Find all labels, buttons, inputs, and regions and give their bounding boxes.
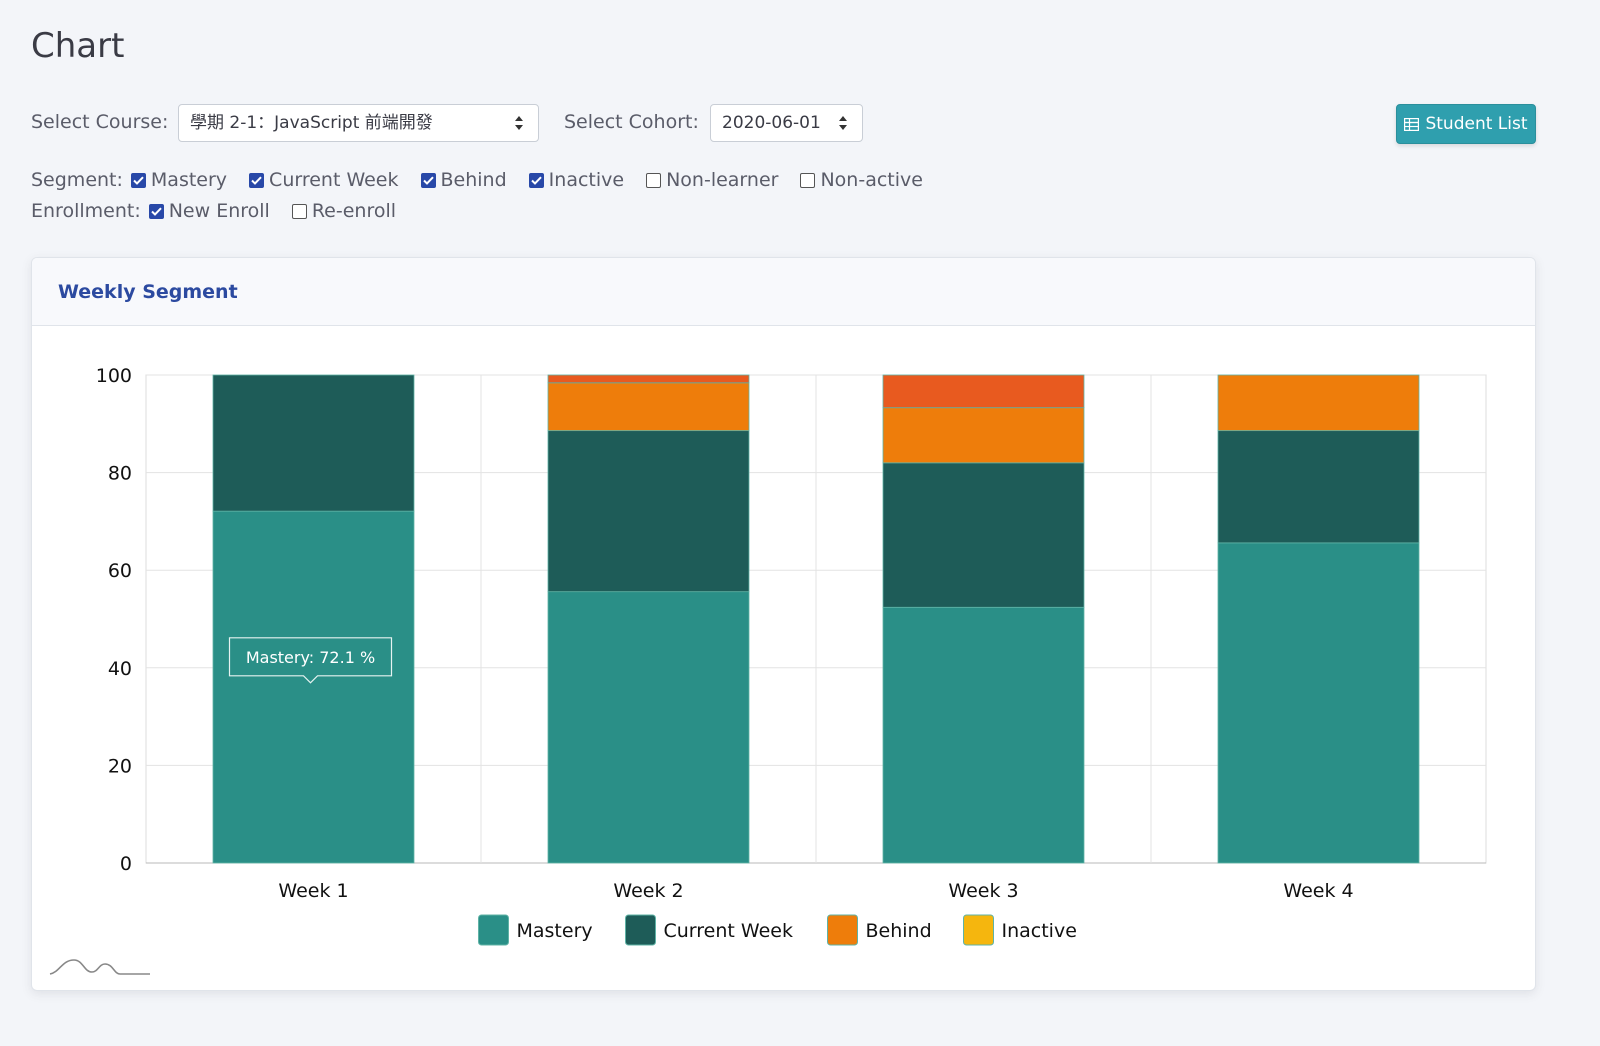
segment-option-label: Non-learner [666,169,779,191]
x-tick-label: Week 3 [948,880,1018,902]
table-icon [1404,117,1420,131]
checkbox-unchecked-icon[interactable] [800,172,816,188]
bar-mastery-segment[interactable] [212,510,415,864]
bar-behind-segment[interactable] [1217,374,1420,432]
course-select-value: 學期 2-1：JavaScript 前端開發 [190,113,433,133]
segment-option-label: Non-active [820,169,923,191]
y-tick-label: 60 [108,560,132,582]
checkbox-checked-icon[interactable] [528,172,544,188]
enrollment-new-enroll-checkbox[interactable]: New Enroll [148,200,270,222]
weekly-segment-chart: 0 20 40 60 80 100 Week 1 Week 2 Week 3 Week 4 Mast… [49,365,1487,975]
segment-inactive-checkbox[interactable]: Inactive [528,169,625,191]
legend-swatch[interactable] [478,914,509,946]
legend-label[interactable]: Current Week [664,920,793,942]
segment-behind-checkbox[interactable]: Behind [420,169,507,191]
student-list-label: Student List [1425,114,1528,134]
tooltip-box [228,637,393,684]
page-title: Chart [31,26,125,66]
enrollment-label: Enrollment: [31,200,141,222]
segment-option-label: Current Week [269,169,399,191]
bar-current-week-segment[interactable] [547,430,750,593]
segment-label: Segment: [31,169,123,191]
bar-mastery-segment[interactable] [547,591,750,864]
enrollment-option-label: Re-enroll [311,200,397,222]
card-title: Weekly Segment [58,280,238,303]
legend-label[interactable]: Mastery [517,920,593,942]
bar-extra-segment[interactable] [882,374,1085,409]
checkbox-unchecked-icon[interactable] [646,172,662,188]
course-select[interactable]: 學期 2-1：JavaScript 前端開發 [178,104,539,142]
segment-current-week-checkbox[interactable]: Current Week [249,169,399,191]
select-course-label: Select Course: [31,111,169,133]
card-header: Weekly Segment [32,258,1535,326]
select-arrows-icon [515,116,523,130]
y-tick-label: 100 [96,365,132,387]
enrollment-option-label: New Enroll [168,200,270,222]
y-tick-label: 80 [108,463,132,485]
legend-label[interactable]: Behind [866,920,932,942]
cohort-select[interactable]: 2020-06-01 [710,104,863,142]
y-tick-label: 0 [120,853,132,875]
segment-mastery-checkbox[interactable]: Mastery [130,169,228,191]
bar-current-week-segment[interactable] [1217,430,1420,544]
weekly-segment-card: Weekly Segment 0 20 40 60 80 100 Week 1 Week 2 W… [31,257,1536,991]
checkbox-checked-icon[interactable] [148,203,164,219]
y-tick-label: 40 [108,658,132,680]
enrollment-re-enroll-checkbox[interactable]: Re-enroll [291,200,397,222]
segment-option-label: Inactive [548,169,625,191]
select-arrows-icon [839,116,847,130]
checkbox-checked-icon[interactable] [249,172,265,188]
checkbox-checked-icon[interactable] [420,172,436,188]
y-tick-label: 20 [108,755,132,777]
legend-swatch[interactable] [963,914,994,946]
segment-option-label: Mastery [150,169,228,191]
segment-filter-row: Segment: Mastery Current Week Behind Inacti… [31,168,945,192]
segment-non-active-checkbox[interactable]: Non-active [800,169,923,191]
chart-watermark-logo [49,959,150,975]
checkbox-checked-icon[interactable] [130,172,146,188]
bar-mastery-segment[interactable] [882,606,1085,864]
x-tick-label: Week 2 [613,880,683,902]
legend-label[interactable]: Inactive [1002,920,1077,942]
cohort-select-value: 2020-06-01 [722,113,821,133]
select-cohort-label: Select Cohort: [564,111,699,133]
tooltip-text: Mastery: 72.1 % [246,648,375,667]
bar-behind-segment[interactable] [547,382,750,432]
bar-mastery-segment[interactable] [1217,542,1420,864]
legend-swatch[interactable] [625,914,656,946]
student-list-button[interactable]: Student List [1396,104,1536,144]
legend-swatch[interactable] [827,914,858,946]
x-tick-label: Week 4 [1283,880,1353,902]
bar-current-week-segment[interactable] [882,462,1085,608]
bar-behind-segment[interactable] [882,407,1085,464]
enrollment-filter-row: Enrollment: New Enroll Re-enroll [31,199,418,223]
segment-option-label: Behind [440,169,507,191]
segment-non-learner-checkbox[interactable]: Non-learner [646,169,778,191]
bar-extra-segment[interactable] [547,374,750,384]
checkbox-unchecked-icon[interactable] [291,203,307,219]
x-tick-label: Week 1 [278,880,348,902]
bar-current-week-segment[interactable] [212,374,415,512]
